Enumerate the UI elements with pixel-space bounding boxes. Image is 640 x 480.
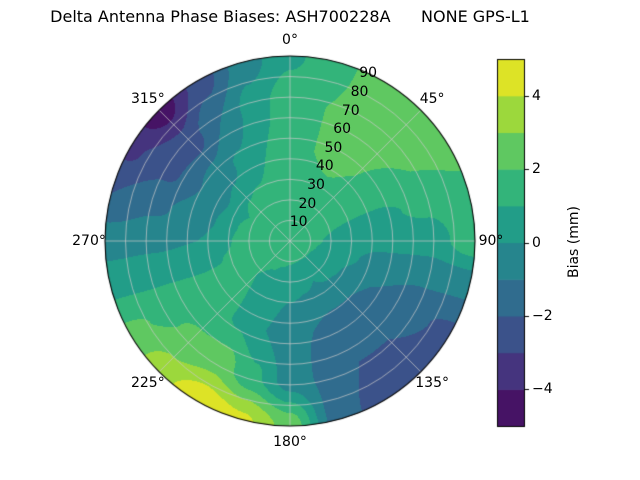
chart-title: Delta Antenna Phase Biases: ASH700228A N… xyxy=(50,7,530,26)
theta-tick-label: 180° xyxy=(273,434,307,450)
radial-tick-label: 40 xyxy=(315,158,334,175)
theta-tick-label: 315° xyxy=(130,90,165,107)
colorbar-tick-label: 4 xyxy=(532,87,541,104)
theta-tick-label: 0° xyxy=(282,32,298,48)
radial-tick-label: 30 xyxy=(307,177,325,194)
theta-tick-label: 270° xyxy=(72,233,106,249)
radial-tick-label: 10 xyxy=(289,214,308,231)
theta-tick-label: 225° xyxy=(130,375,165,392)
radial-tick-label: 80 xyxy=(350,83,369,100)
radial-tick-label: 70 xyxy=(341,102,360,119)
colorbar-tick-label: 0 xyxy=(532,234,541,251)
theta-tick-label: 90° xyxy=(478,233,504,249)
theta-tick-label: 45° xyxy=(419,90,445,107)
theta-tick-label: 135° xyxy=(415,375,449,392)
colorbar-tick-label: 2 xyxy=(532,161,541,178)
radial-tick-label: 90 xyxy=(359,65,378,82)
radial-tick-label: 20 xyxy=(298,195,317,212)
radial-tick-label: 60 xyxy=(333,121,352,138)
colorbar-tick-label: −4 xyxy=(532,381,553,398)
colorbar-tick-label: −2 xyxy=(532,307,553,324)
colorbar-axis-label: Bias (mm) xyxy=(566,205,582,279)
radial-tick-label: 50 xyxy=(324,139,343,156)
